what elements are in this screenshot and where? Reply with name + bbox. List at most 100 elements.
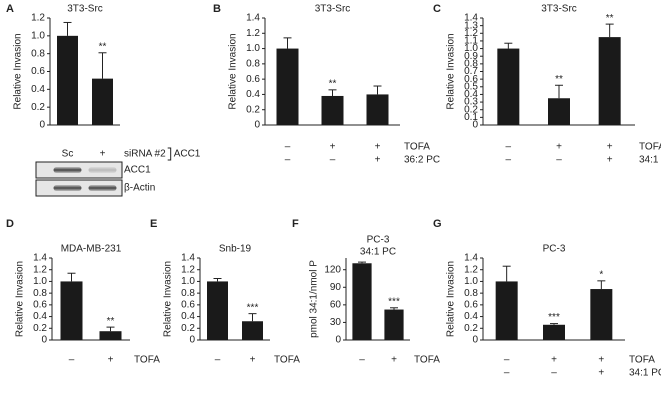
y-tick-label: 0.4 — [181, 311, 195, 322]
y-tick-label: 0.7 — [464, 66, 478, 77]
row-label: + — [330, 142, 336, 153]
y-tick-label: 1.4 — [33, 253, 47, 264]
chart-title: 3T3-Src — [541, 4, 577, 15]
significance: ** — [329, 78, 337, 89]
significance: *** — [247, 302, 259, 313]
row-label: – — [551, 368, 557, 379]
y-tick-label: 60 — [330, 299, 342, 310]
y-tick-label: 1.1 — [464, 36, 478, 47]
y-tick-label: 0.8 — [464, 288, 478, 299]
blot-band — [88, 167, 117, 173]
y-tick-label: 1.2 — [464, 28, 478, 39]
blot-label: β-Actin — [124, 183, 155, 194]
significance: *** — [388, 296, 400, 307]
y-tick-label: 30 — [330, 317, 342, 328]
y-tick-label: 0.4 — [464, 311, 478, 322]
y-tick-label: 0.8 — [31, 48, 45, 59]
y-tick-label: 0.8 — [181, 288, 195, 299]
y-axis-label: pmol 34:1/nmol P — [309, 260, 320, 338]
chart-title: PC-3 — [367, 235, 390, 246]
y-tick-label: 0.8 — [464, 58, 478, 69]
row-label: + — [598, 355, 604, 366]
y-tick-label: 1.3 — [464, 20, 478, 31]
row-label: + — [375, 142, 381, 153]
row-name: TOFA — [629, 355, 655, 366]
y-tick-label: 0.2 — [31, 102, 45, 113]
chart-title: MDA-MB-231 — [61, 244, 122, 255]
y-tick-label: 0.2 — [181, 323, 195, 334]
y-axis-label: Relative Invasion — [446, 261, 457, 337]
blot-label: ACC1 — [124, 165, 151, 176]
y-tick-label: 1.2 — [181, 264, 195, 275]
bar — [276, 48, 299, 126]
y-tick-label: 0.4 — [33, 311, 47, 322]
row-label: – — [285, 142, 291, 153]
y-tick-label: 1.4 — [181, 253, 195, 264]
row-label: – — [359, 355, 365, 366]
significance: ** — [606, 13, 614, 24]
blot-band — [88, 185, 117, 191]
y-tick-label: 0 — [39, 120, 45, 131]
y-tick-label: 1.0 — [464, 43, 478, 54]
y-tick-label: 0.2 — [246, 104, 260, 115]
bar — [497, 48, 520, 126]
y-tick-label: 0.6 — [181, 299, 195, 310]
panel-letter: D — [6, 218, 14, 230]
row-label: – — [69, 355, 75, 366]
x-tick-label: + — [100, 149, 106, 160]
y-tick-label: 0.6 — [31, 66, 45, 77]
row-label: + — [375, 155, 381, 166]
bar — [99, 331, 122, 340]
row-label: + — [598, 368, 604, 379]
row-label: – — [285, 155, 291, 166]
y-tick-label: 0 — [189, 335, 195, 346]
row-name: 34:1 PC — [639, 155, 661, 166]
chart-title: 3T3-Src — [67, 4, 103, 15]
y-tick-label: 0.5 — [464, 81, 478, 92]
y-tick-label: 0 — [472, 120, 478, 131]
y-tick-label: 120 — [324, 264, 341, 275]
y-tick-label: 1.2 — [33, 264, 47, 275]
significance: * — [599, 269, 603, 280]
y-axis-label: Relative Invasion — [13, 33, 24, 109]
row-label: + — [607, 142, 613, 153]
row-name: 34:1 PC — [629, 368, 661, 379]
bar — [598, 37, 621, 125]
row-name: TOFA — [639, 142, 661, 153]
blot-band — [53, 167, 82, 173]
bar — [207, 281, 228, 340]
row-name: TOFA — [414, 355, 440, 366]
blot-band — [53, 185, 82, 191]
row-label: – — [504, 355, 510, 366]
y-axis-label: Relative Invasion — [163, 261, 174, 337]
row-label: + — [607, 155, 613, 166]
bar — [590, 289, 613, 340]
y-tick-label: 1.0 — [464, 276, 478, 287]
row-label: – — [215, 355, 221, 366]
y-tick-label: 0.8 — [33, 288, 47, 299]
row-name: TOFA — [404, 142, 430, 153]
bar — [321, 95, 344, 125]
row-label: – — [506, 155, 512, 166]
row-label: – — [506, 142, 512, 153]
bar — [60, 281, 83, 340]
y-tick-label: 0.4 — [246, 89, 260, 100]
chart-title: 3T3-Src — [315, 4, 351, 15]
y-axis-label: Relative Invasion — [228, 33, 239, 109]
y-tick-label: 0.6 — [246, 74, 260, 85]
y-tick-label: 0.4 — [464, 89, 478, 100]
bracket — [167, 147, 172, 161]
row-name: 36:2 PC — [404, 155, 440, 166]
panel-letter: B — [213, 3, 221, 15]
y-axis-label: Relative Invasion — [15, 261, 26, 337]
bar — [495, 281, 518, 340]
y-tick-label: 0.3 — [464, 97, 478, 108]
y-tick-label: 0.6 — [464, 74, 478, 85]
significance: ** — [555, 74, 563, 85]
y-tick-label: 1.0 — [246, 43, 260, 54]
row-name: siRNA #2 — [124, 149, 166, 160]
bar — [543, 324, 565, 340]
y-tick-label: 1.0 — [181, 276, 195, 287]
row-label: + — [391, 355, 397, 366]
